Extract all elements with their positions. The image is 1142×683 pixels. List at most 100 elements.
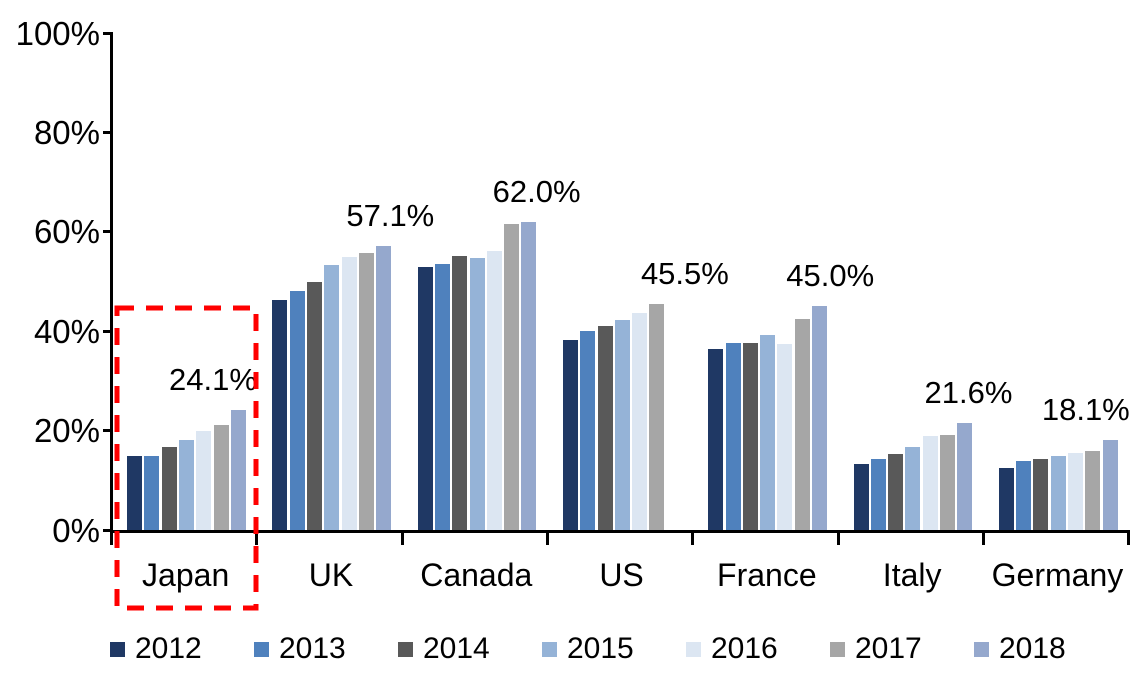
bar-canada-2017	[504, 223, 520, 530]
bar-canada-2016	[486, 250, 502, 530]
legend-item-2015: 2015	[542, 633, 686, 665]
bar-us-2016	[632, 313, 648, 530]
legend-item-2012: 2012	[110, 633, 254, 665]
legend-label-2012: 2012	[135, 632, 202, 665]
y-axis-line	[110, 33, 113, 533]
bar-uk-2014	[306, 281, 322, 530]
legend-swatch-2013	[254, 641, 269, 657]
bar-uk-2012	[272, 299, 288, 530]
y-tick-mark	[103, 329, 113, 333]
legend-item-2016: 2016	[686, 633, 830, 665]
y-tick-mark	[103, 31, 113, 35]
bar-germany-2016	[1068, 453, 1083, 530]
bar-france-2017	[794, 319, 810, 530]
x-axis-line	[110, 530, 1130, 533]
bar-france-2013	[725, 342, 741, 530]
bar-uk-2016	[341, 257, 357, 530]
bar-canada-2013	[434, 264, 450, 530]
x-label-germany: Germany	[991, 557, 1124, 593]
legend-item-2017: 2017	[830, 633, 974, 665]
bar-italy-2012	[853, 463, 869, 530]
bar-japan-2013	[144, 455, 160, 530]
y-tick-mark	[103, 130, 113, 134]
y-tick-label: 80%	[33, 113, 100, 151]
bar-us-2017	[649, 303, 665, 530]
x-label-uk: UK	[308, 557, 354, 593]
bar-germany-2017	[1085, 450, 1101, 530]
y-tick-label: 40%	[33, 312, 100, 350]
x-tick-mark	[400, 530, 404, 545]
value-label-uk: 57.1%	[346, 198, 435, 234]
legend-label-2013: 2013	[279, 632, 346, 665]
bar-france-2016	[777, 344, 793, 530]
bar-us-2013	[580, 330, 596, 530]
legend-label-2017: 2017	[855, 632, 922, 665]
bar-france-2014	[742, 342, 758, 530]
legend-swatch-2017	[830, 641, 845, 657]
bar-japan-2018	[230, 410, 246, 530]
x-tick-mark	[836, 530, 840, 545]
legend: 2012 2013 2014 2015 2016 2017 2018	[110, 633, 1118, 665]
bar-japan-2015	[178, 440, 194, 530]
value-label-japan: 24.1%	[169, 362, 257, 398]
bar-italy-2018	[957, 422, 973, 530]
legend-label-2018: 2018	[999, 632, 1066, 665]
bar-italy-2015	[905, 446, 921, 530]
value-label-canada: 62.0%	[492, 173, 581, 209]
bar-canada-2015	[469, 257, 485, 530]
legend-item-2014: 2014	[398, 633, 542, 665]
legend-label-2016: 2016	[711, 632, 778, 665]
value-label-italy: 21.6%	[924, 374, 1013, 410]
y-tick-label: 60%	[33, 213, 100, 251]
y-tick-label: 0%	[52, 511, 100, 549]
bar-italy-2013	[870, 459, 886, 530]
legend-swatch-2015	[542, 641, 557, 657]
legend-swatch-2016	[686, 641, 701, 657]
bar-italy-2014	[888, 454, 904, 530]
value-label-germany: 18.1%	[1041, 392, 1130, 428]
y-tick-mark	[103, 230, 113, 234]
bar-canada-2018	[521, 221, 537, 530]
x-label-france: France	[717, 557, 817, 593]
bar-germany-2012	[998, 467, 1014, 530]
bar-france-2018	[812, 306, 827, 530]
x-tick-mark	[110, 530, 113, 545]
bar-germany-2014	[1033, 458, 1049, 530]
legend-label-2014: 2014	[423, 632, 490, 665]
y-tick-mark	[103, 429, 113, 433]
bar-us-2012	[562, 339, 578, 530]
x-tick-mark	[545, 530, 549, 545]
bar-france-2015	[760, 334, 776, 530]
value-label-france: 45.0%	[786, 258, 875, 294]
value-label-us: 45.5%	[640, 255, 729, 291]
x-label-us: US	[599, 557, 644, 593]
legend-swatch-2014	[398, 641, 413, 657]
x-tick-mark	[691, 530, 695, 545]
x-label-japan: Japan	[142, 557, 230, 593]
y-tick-label: 20%	[33, 412, 100, 450]
x-tick-mark	[255, 530, 259, 545]
y-tick-mark	[103, 528, 113, 532]
bar-japan-2017	[213, 425, 229, 530]
bar-uk-2015	[324, 264, 340, 530]
legend-item-2013: 2013	[254, 633, 398, 665]
bar-us-2014	[597, 325, 613, 530]
bar-italy-2016	[922, 435, 938, 530]
bar-germany-2015	[1050, 456, 1066, 530]
bar-japan-2016	[196, 430, 212, 530]
bar-canada-2014	[452, 256, 468, 530]
bar-france-2012	[708, 348, 724, 530]
bar-japan-2014	[161, 447, 177, 530]
bar-uk-2013	[289, 291, 305, 530]
bar-canada-2012	[417, 266, 433, 530]
legend-swatch-2012	[110, 641, 125, 657]
bar-japan-2012	[127, 456, 142, 530]
bar-us-2015	[614, 319, 630, 530]
bar-uk-2018	[376, 246, 392, 530]
bar-uk-2017	[358, 252, 374, 530]
y-tick-label: 100%	[15, 14, 100, 52]
x-tick-mark	[981, 530, 985, 545]
legend-swatch-2018	[974, 641, 989, 657]
bar-italy-2017	[940, 434, 955, 530]
